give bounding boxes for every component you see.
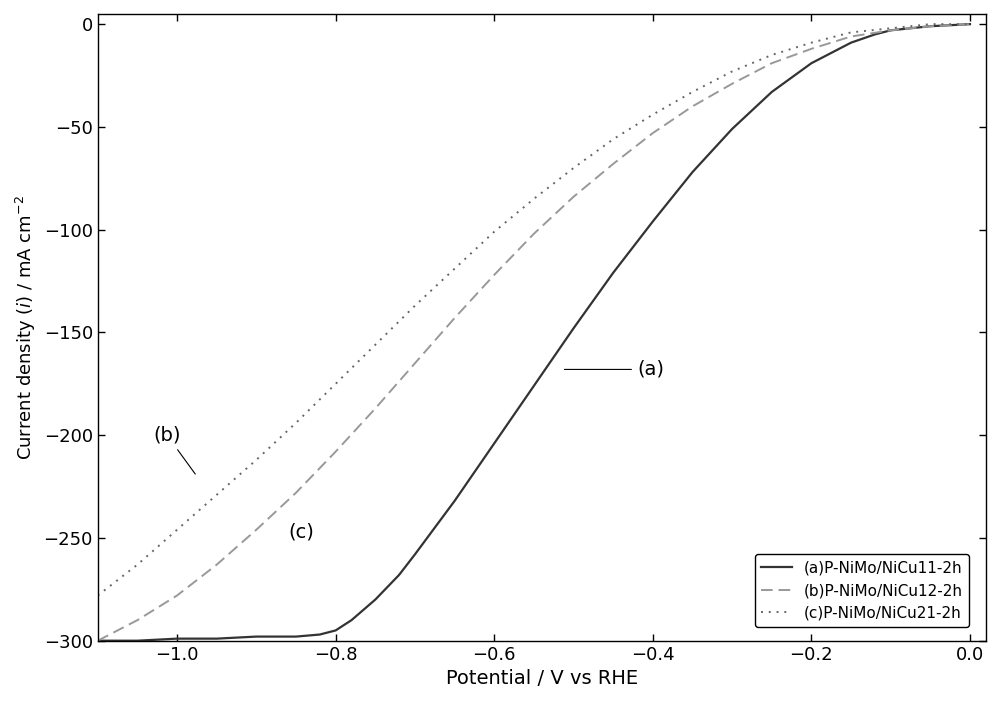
Text: (a): (a) bbox=[564, 360, 664, 379]
Legend: (a)P-NiMo/NiCu11-2h, (b)P-NiMo/NiCu12-2h, (c)P-NiMo/NiCu21-2h: (a)P-NiMo/NiCu11-2h, (b)P-NiMo/NiCu12-2h… bbox=[755, 555, 969, 627]
Text: (c): (c) bbox=[288, 522, 314, 541]
Y-axis label: Current density ($\it{i}$) / mA cm$^{-2}$: Current density ($\it{i}$) / mA cm$^{-2}… bbox=[14, 195, 38, 460]
X-axis label: Potential / V vs RHE: Potential / V vs RHE bbox=[446, 669, 638, 688]
Text: (b): (b) bbox=[153, 425, 195, 474]
